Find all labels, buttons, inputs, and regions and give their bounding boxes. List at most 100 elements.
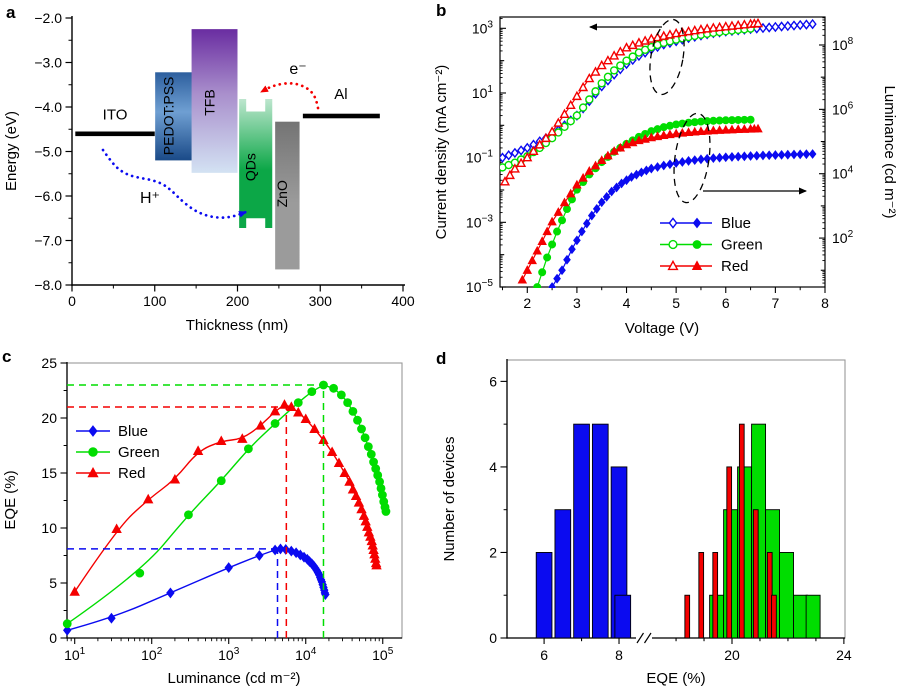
svg-text:−7.0: −7.0 — [34, 233, 62, 249]
svg-text:104: 104 — [832, 165, 854, 182]
svg-text:QDs: QDs — [242, 153, 258, 181]
svg-text:Luminance (cd m⁻²): Luminance (cd m⁻²) — [168, 670, 301, 687]
svg-text:10−3: 10−3 — [466, 213, 493, 230]
panel-a-label: a — [6, 3, 16, 22]
svg-text:Thickness (nm): Thickness (nm) — [186, 317, 289, 334]
bars-red-devices — [684, 423, 777, 639]
electron-injection-arrow — [259, 81, 320, 110]
svg-text:25: 25 — [41, 355, 57, 371]
axes: −2.0 −3.0 −4.0 −5.0 −6.0 −7.0 −8.0 0 100 200 300 40… — [3, 10, 415, 334]
svg-text:ITO: ITO — [103, 106, 128, 123]
series-red-current-density — [500, 17, 764, 186]
svg-text:4: 4 — [489, 459, 497, 475]
svg-text:Green: Green — [721, 237, 763, 254]
svg-text:0: 0 — [68, 293, 76, 309]
svg-text:8: 8 — [821, 295, 829, 311]
svg-text:103: 103 — [472, 19, 494, 36]
svg-text:Luminance (cd m⁻²): Luminance (cd m⁻²) — [881, 86, 898, 219]
svg-text:20: 20 — [41, 410, 57, 426]
svg-text:100: 100 — [143, 293, 167, 309]
svg-text:Red: Red — [118, 465, 146, 482]
axes: 2 3 4 5 6 7 8 Voltage (V) 10−5 10−3 10−1 101 103 102 1… — [433, 16, 898, 337]
svg-text:101: 101 — [472, 84, 494, 101]
histogram-bar — [535, 552, 553, 639]
svg-text:Current density (mA cm⁻²): Current density (mA cm⁻²) — [433, 65, 450, 240]
svg-text:PEDOT:PSS: PEDOT:PSS — [160, 77, 176, 156]
svg-text:EQE (%): EQE (%) — [646, 670, 705, 687]
histogram-bar — [726, 466, 733, 639]
svg-text:−6.0: −6.0 — [34, 188, 62, 204]
histogram-bar — [779, 552, 794, 639]
svg-text:103: 103 — [218, 646, 240, 663]
svg-text:−5.0: −5.0 — [34, 144, 62, 160]
histogram-bar — [684, 594, 691, 639]
series-red-luminance — [517, 123, 763, 284]
svg-text:106: 106 — [832, 100, 854, 117]
qds-band — [239, 98, 273, 229]
svg-text:105: 105 — [372, 646, 394, 663]
ito-electrode — [75, 131, 155, 137]
peak-guides — [67, 384, 325, 638]
svg-text:102: 102 — [832, 229, 854, 246]
svg-text:0: 0 — [489, 630, 497, 646]
histogram-bar — [738, 423, 745, 639]
svg-text:3: 3 — [573, 295, 581, 311]
svg-text:TFB: TFB — [201, 89, 217, 115]
histogram-bar — [771, 594, 777, 639]
series-blue-luminance — [548, 149, 817, 288]
bars-blue-devices — [535, 423, 632, 639]
svg-text:−4.0: −4.0 — [34, 99, 62, 115]
svg-text:10−5: 10−5 — [466, 278, 493, 295]
panel-c-label: c — [2, 347, 12, 366]
histogram-bar — [698, 552, 705, 639]
histogram-bar — [614, 594, 632, 639]
tfb-band — [191, 29, 238, 173]
series-green-eqe — [62, 380, 391, 629]
svg-text:6: 6 — [540, 647, 548, 663]
legend: Blue Green Red — [76, 423, 160, 482]
panel-b-jv-luminance-chart: 2 3 4 5 6 7 8 Voltage (V) 10−5 10−3 10−1 101 103 102 1… — [433, 16, 898, 337]
svg-text:Number of devices: Number of devices — [441, 436, 458, 561]
svg-text:200: 200 — [226, 293, 250, 309]
svg-text:2: 2 — [523, 295, 531, 311]
svg-text:Al: Al — [334, 86, 347, 103]
svg-text:102: 102 — [141, 646, 163, 663]
svg-text:10−1: 10−1 — [466, 149, 493, 166]
histogram-bar — [712, 552, 719, 639]
svg-text:ZnO: ZnO — [274, 180, 290, 207]
histogram-bar — [752, 509, 759, 639]
svg-text:10: 10 — [41, 520, 57, 536]
svg-text:Blue: Blue — [118, 423, 148, 440]
svg-text:−3.0: −3.0 — [34, 55, 62, 71]
svg-text:6: 6 — [722, 295, 730, 311]
series-blue-eqe — [63, 543, 330, 636]
svg-text:6: 6 — [489, 373, 497, 389]
svg-text:EQE (%): EQE (%) — [2, 470, 19, 529]
svg-text:4: 4 — [623, 295, 631, 311]
axis-break — [636, 632, 652, 644]
svg-text:101: 101 — [64, 646, 86, 663]
pedot:pss-band — [155, 72, 192, 161]
al-electrode — [302, 113, 380, 119]
svg-text:108: 108 — [832, 36, 854, 53]
histogram-bar — [805, 594, 821, 639]
svg-text:Energy (eV): Energy (eV) — [3, 111, 20, 191]
svg-text:Voltage (V): Voltage (V) — [625, 320, 699, 337]
carrier-arrows: H⁺ e⁻ — [101, 61, 320, 219]
svg-text:24: 24 — [836, 647, 852, 663]
panel-d-label: d — [436, 349, 447, 368]
svg-text:20: 20 — [724, 647, 740, 663]
svg-text:104: 104 — [295, 646, 317, 663]
series-red-eqe — [69, 399, 382, 596]
svg-text:Blue: Blue — [721, 215, 751, 232]
svg-text:H⁺: H⁺ — [140, 190, 160, 207]
axis-pointer-annotations — [589, 18, 807, 204]
svg-text:Red: Red — [721, 258, 749, 275]
svg-text:2: 2 — [489, 544, 497, 560]
svg-text:5: 5 — [49, 575, 57, 591]
svg-text:−8.0: −8.0 — [34, 277, 62, 293]
svg-text:400: 400 — [391, 293, 415, 309]
